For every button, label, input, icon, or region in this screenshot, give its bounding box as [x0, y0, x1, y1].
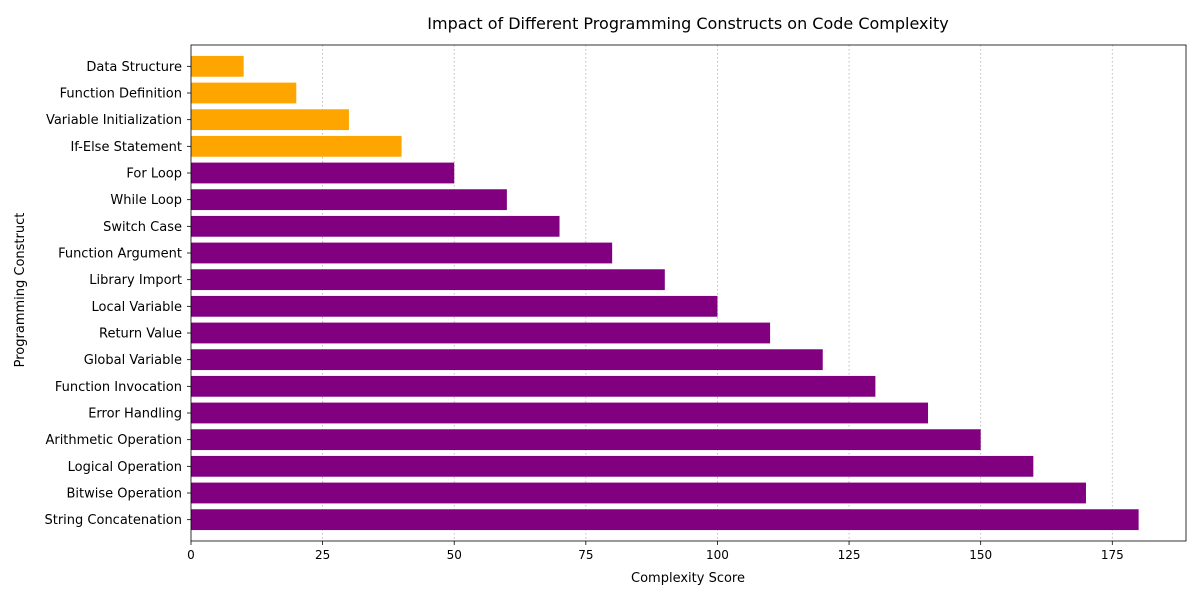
x-tick-label: 75	[578, 548, 593, 562]
y-axis-label: Programming Construct	[13, 213, 28, 368]
x-tick-label: 25	[315, 548, 330, 562]
y-tick-label: String Concatenation	[44, 513, 182, 528]
bars	[191, 55, 1139, 531]
bar	[191, 109, 349, 131]
plot-frame	[190, 44, 1187, 542]
y-axis-ticks: String Concatenation Bitwise Operation Log…	[44, 60, 191, 528]
bar	[191, 55, 244, 77]
bar	[191, 295, 718, 317]
y-tick-label: Global Variable	[84, 353, 182, 368]
y-tick-label: Bitwise Operation	[67, 487, 182, 502]
x-axis-ticks: 0 25 50 75 100 125 150 175	[187, 541, 1124, 562]
bar	[191, 242, 613, 264]
bar	[191, 455, 1034, 477]
bar	[191, 215, 560, 237]
bar	[191, 349, 823, 371]
x-tick-label: 175	[1101, 548, 1124, 562]
y-tick-label: Function Definition	[60, 87, 182, 102]
y-tick-label: Library Import	[89, 273, 182, 288]
y-tick-label: Switch Case	[103, 220, 182, 235]
y-tick-label: Return Value	[99, 327, 182, 342]
x-tick-label: 0	[187, 548, 195, 562]
x-tick-label: 100	[706, 548, 729, 562]
y-tick-label: Variable Initialization	[46, 113, 182, 128]
axes-frame	[190, 44, 1187, 542]
bar	[191, 509, 1139, 531]
bar	[191, 135, 402, 157]
x-tick-label: 125	[838, 548, 861, 562]
bar	[191, 429, 981, 451]
y-tick-label: Local Variable	[92, 300, 182, 315]
bar	[191, 482, 1086, 504]
y-tick-label: Logical Operation	[68, 460, 182, 475]
bar	[191, 82, 297, 104]
y-tick-label: Function Invocation	[55, 380, 182, 395]
bar	[191, 189, 507, 211]
x-axis-label: Complexity Score	[631, 571, 745, 586]
y-tick-label: For Loop	[126, 167, 182, 182]
y-tick-label: Function Argument	[58, 247, 182, 262]
y-tick-label: Error Handling	[88, 407, 182, 422]
x-tick-label: 50	[447, 548, 462, 562]
y-tick-label: If-Else Statement	[70, 140, 182, 155]
y-tick-label: While Loop	[110, 193, 182, 208]
bar	[191, 322, 771, 344]
y-tick-label: Data Structure	[86, 60, 182, 75]
bar	[191, 402, 929, 424]
bar	[191, 375, 876, 397]
bar	[191, 162, 455, 184]
chart-title: Impact of Different Programming Construc…	[427, 14, 948, 33]
y-tick-label: Arithmetic Operation	[45, 433, 182, 448]
x-tick-label: 150	[969, 548, 992, 562]
bar	[191, 269, 665, 291]
